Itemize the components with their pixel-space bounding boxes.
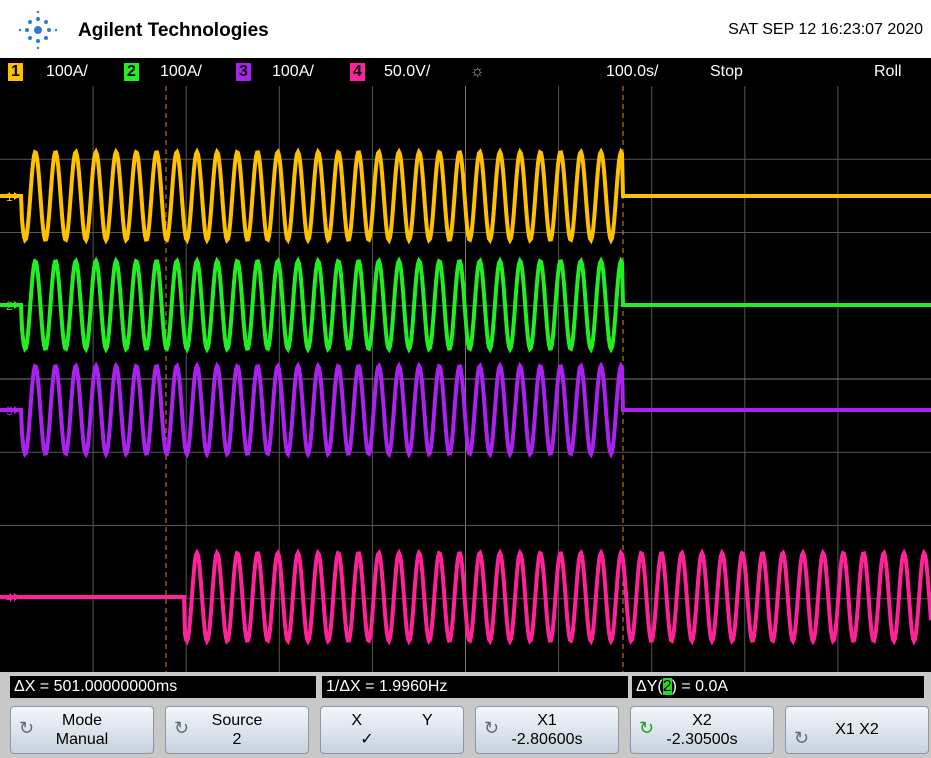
- softkey[interactable]: ↻ Source 2: [165, 706, 309, 754]
- key-value: ✓: [360, 731, 374, 748]
- key-value: 2: [232, 731, 242, 748]
- measurement-bar: ΔX = 501.00000000ms 1/ΔX = 1.9960Hz ΔY(2…: [0, 672, 931, 702]
- key-label: Source: [211, 712, 263, 729]
- run-state: Stop: [710, 63, 743, 80]
- trace: [0, 361, 931, 459]
- softkey[interactable]: ↻ X2 -2.30500s: [630, 706, 774, 754]
- graticule: 1 2 3 4: [0, 86, 931, 672]
- key-value: Manual: [55, 731, 109, 748]
- key-label: X: [351, 712, 362, 729]
- channel-marker: 4: [6, 591, 13, 605]
- softkey[interactable]: ↻ X1 -2.80600s: [475, 706, 619, 754]
- marker-arrow: [14, 192, 20, 200]
- datetime: SAT SEP 12 16:23:07 2020: [728, 21, 923, 38]
- measurement: ΔY(2) = 0.0A: [632, 676, 924, 698]
- key-label: X2: [692, 712, 712, 729]
- status-bar: 1 100A/ 2 100A/ 3 100A/ 4 50.0V/ ☼ 100.0…: [0, 58, 931, 86]
- ch-number: 3: [236, 63, 251, 81]
- marker-arrow: [14, 301, 20, 309]
- ch-number: 4: [350, 63, 365, 81]
- channel: 2: [662, 678, 672, 695]
- icon: ☼: [470, 63, 485, 80]
- brand: Agilent Technologies: [78, 20, 269, 41]
- ch-scale: 50.0V/: [384, 63, 431, 80]
- header: Agilent Technologies SAT SEP 12 16:23:07…: [0, 0, 931, 56]
- softkey[interactable]: ↻ X1 X2: [785, 706, 929, 754]
- ch-scale: 100A/: [160, 63, 202, 80]
- trace: [0, 147, 931, 245]
- text: ) = 0.0A: [671, 678, 729, 695]
- text: ΔY(: [636, 678, 663, 695]
- key-label: Y: [422, 712, 433, 729]
- measurement: 1/ΔX = 1.9960Hz: [322, 676, 628, 698]
- key-label: X1: [537, 712, 557, 729]
- key-label: Mode: [61, 712, 103, 729]
- softkeys: ↻ Mode Manual ↻ Source 2 X Y ✓ ↻ X1 -2.80600s ↻ X…: [0, 702, 931, 758]
- mode: Roll: [874, 63, 902, 80]
- timebase: 100.0s/: [606, 63, 659, 80]
- channel-marker: 1: [6, 190, 13, 204]
- softkey[interactable]: ↻ Mode Manual: [10, 706, 154, 754]
- ch-scale: 100A/: [272, 63, 314, 80]
- measurement: ΔX = 501.00000000ms: [10, 676, 316, 698]
- softkey[interactable]: X Y ✓: [320, 706, 464, 754]
- ch-scale: 100A/: [46, 63, 88, 80]
- trace: [0, 256, 931, 354]
- key-value: -2.80600s: [511, 731, 583, 748]
- channel-marker: 3: [6, 404, 13, 418]
- ch-number: 1: [8, 63, 23, 81]
- key-value: -2.30500s: [666, 731, 738, 748]
- logo: [18, 10, 58, 50]
- trace: [0, 548, 931, 646]
- marker-arrow: [14, 406, 20, 414]
- key-label: X1 X2: [835, 721, 879, 738]
- ch-number: 2: [124, 63, 139, 81]
- channel-marker: 2: [6, 299, 13, 313]
- marker-arrow: [14, 593, 20, 601]
